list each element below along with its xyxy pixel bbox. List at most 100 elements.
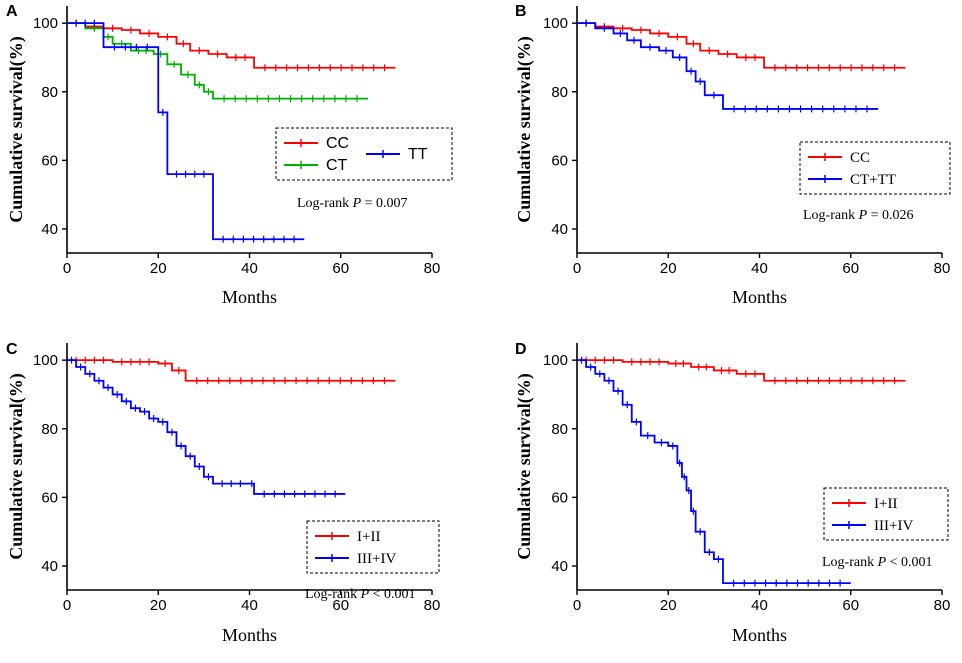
legend-label: I+II [874,496,897,512]
y-tick-label: 40 [551,221,568,238]
x-tick-label: 0 [63,260,71,277]
panel-c: C 0 20 40 60 80 40 60 80 100 Months Cumulative surv… [6,341,440,645]
censor-marks-i-ii [75,356,386,385]
y-tick-label: 80 [551,421,568,438]
x-tick-label: 60 [842,597,859,614]
x-tick-label: 80 [424,260,441,277]
legend-label: CT [326,157,348,174]
logrank-prefix: Log-rank [305,587,361,602]
y-tick-label: 80 [41,421,58,438]
survival-curve-tt [67,22,305,241]
legend: CC CT+TT [799,141,951,195]
logrank-annotation: Log-rank P < 0.001 [305,587,416,602]
legend-box [275,127,453,181]
x-axis-title: Months [222,625,277,645]
x-axis-title: Months [732,287,787,307]
censor-marks-cc [585,19,896,72]
x-tick-label: 0 [573,597,581,614]
legend-label: I+II [357,529,380,545]
survival-curve-i-ii [67,359,396,382]
logrank-p-symbol: P [877,555,887,570]
legend-label: CC [326,135,349,152]
logrank-p-symbol: P [352,196,362,211]
logrank-prefix: Log-rank [822,555,878,570]
logrank-prefix: Log-rank [297,196,353,211]
legend: I+II III+IV [306,520,440,574]
legend-box [799,141,951,195]
censor-marks-ct-tt [585,19,868,113]
censor-marks-i-ii [585,356,896,385]
panel-a: A 0 20 40 60 80 40 60 80 100 Months Cumulative surv… [6,3,453,307]
logrank-p-value: = 0.026 [867,208,913,223]
x-axis-title: Months [732,625,787,645]
censor-marks-iii-iv [580,356,841,587]
x-tick-label: 20 [660,597,677,614]
x-tick-label: 40 [751,260,768,277]
x-tick-label: 80 [934,597,951,614]
y-tick-label: 80 [41,84,58,101]
logrank-p-value: = 0.007 [361,196,407,211]
censor-marks-iii-iv [70,356,336,498]
y-tick-label: 40 [41,221,58,238]
legend: CC CT TT [275,127,453,181]
y-tick-label: 60 [551,489,568,506]
panel-b: B 0 20 40 60 80 40 60 80 100 Months Cumulative surv… [514,3,951,307]
y-axis-title: Cumulative survival(%) [6,373,27,560]
x-tick-label: 60 [332,597,349,614]
panel-letter: C [6,341,18,358]
y-tick-label: 80 [551,84,568,101]
logrank-annotation: Log-rank P = 0.007 [297,196,408,211]
y-tick-label: 100 [33,352,58,369]
y-tick-label: 100 [33,15,58,32]
panel-letter: B [515,3,527,20]
legend: I+II III+IV [823,487,949,541]
legend-label: CT+TT [850,172,896,188]
logrank-annotation: Log-rank P < 0.001 [822,555,933,570]
survival-curve-iii-iv [67,359,346,495]
y-tick-label: 60 [551,152,568,169]
x-tick-label: 80 [934,260,951,277]
y-axis-title: Cumulative survival(%) [514,36,535,223]
y-axis-title: Cumulative survival(%) [514,373,535,560]
survival-curve-ct-tt [577,22,879,110]
censor-marks-ct [75,19,358,103]
panel-letter: D [515,341,527,358]
y-tick-label: 100 [543,15,568,32]
x-tick-label: 60 [332,260,349,277]
survival-curve-iii-iv [577,359,851,585]
x-tick-label: 40 [241,260,258,277]
logrank-p-value: < 0.001 [886,555,932,570]
x-tick-label: 20 [660,260,677,277]
logrank-prefix: Log-rank [803,208,859,223]
y-tick-label: 40 [551,558,568,575]
legend-label: CC [850,150,870,166]
logrank-p-value: < 0.001 [369,587,415,602]
censor-marks-cc [75,19,386,72]
legend-label: TT [408,146,428,163]
legend-label: III+IV [874,518,913,534]
survival-curve-i-ii [577,359,906,382]
x-tick-label: 20 [150,597,167,614]
panel-letter: A [6,3,18,20]
x-tick-label: 20 [150,260,167,277]
y-tick-label: 60 [41,489,58,506]
survival-curve-cc [577,22,906,69]
x-tick-label: 0 [63,597,71,614]
x-tick-label: 60 [842,260,859,277]
y-tick-label: 40 [41,558,58,575]
x-tick-label: 40 [241,597,258,614]
logrank-annotation: Log-rank P = 0.026 [803,208,914,223]
survival-curve-ct [67,22,369,100]
x-axis-title: Months [222,287,277,307]
panel-d: D 0 20 40 60 80 40 60 80 100 Months Cumulative surv… [514,341,950,645]
logrank-p-symbol: P [858,208,868,223]
legend-label: III+IV [357,551,396,567]
legend-box [306,520,440,574]
censor-marks-tt [75,19,295,243]
x-tick-label: 80 [424,597,441,614]
legend-box [823,487,949,541]
y-tick-label: 100 [543,352,568,369]
y-axis-title: Cumulative survival(%) [6,36,27,223]
x-tick-label: 0 [573,260,581,277]
